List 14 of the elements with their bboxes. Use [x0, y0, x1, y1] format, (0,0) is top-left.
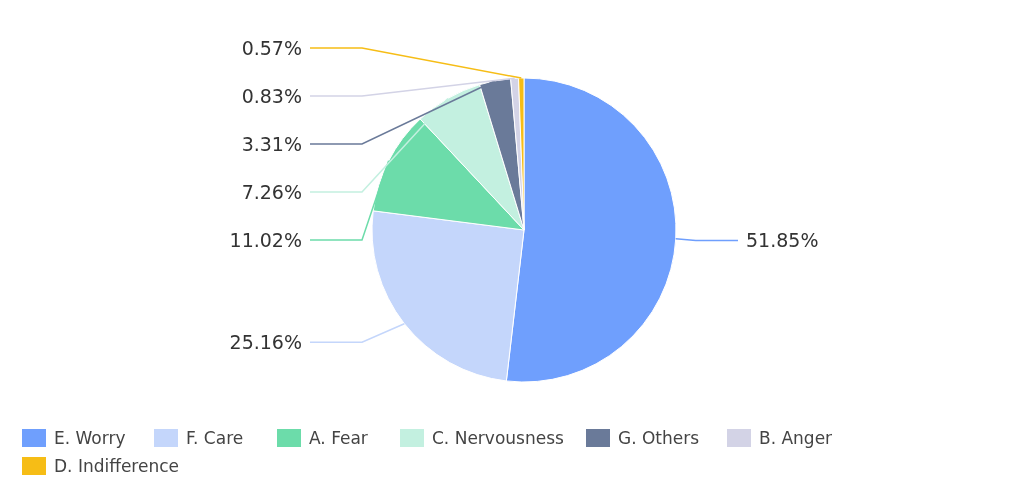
data-label: 25.16% [229, 330, 302, 353]
legend-label: G. Others [618, 427, 700, 448]
data-label: 51.85% [746, 229, 819, 252]
legend-label: C. Nervousness [432, 427, 565, 448]
legend-label: B. Anger [759, 427, 833, 448]
legend-label: E. Worry [54, 427, 126, 448]
legend-label: A. Fear [309, 427, 368, 448]
legend-label: F. Care [186, 427, 244, 448]
data-label: 0.57% [241, 36, 302, 59]
legend-label: D. Indifference [54, 455, 180, 476]
data-label: 0.83% [241, 84, 302, 107]
data-label: 3.31% [241, 132, 302, 155]
data-label: 7.26% [241, 180, 302, 203]
data-label: 11.02% [229, 228, 302, 251]
